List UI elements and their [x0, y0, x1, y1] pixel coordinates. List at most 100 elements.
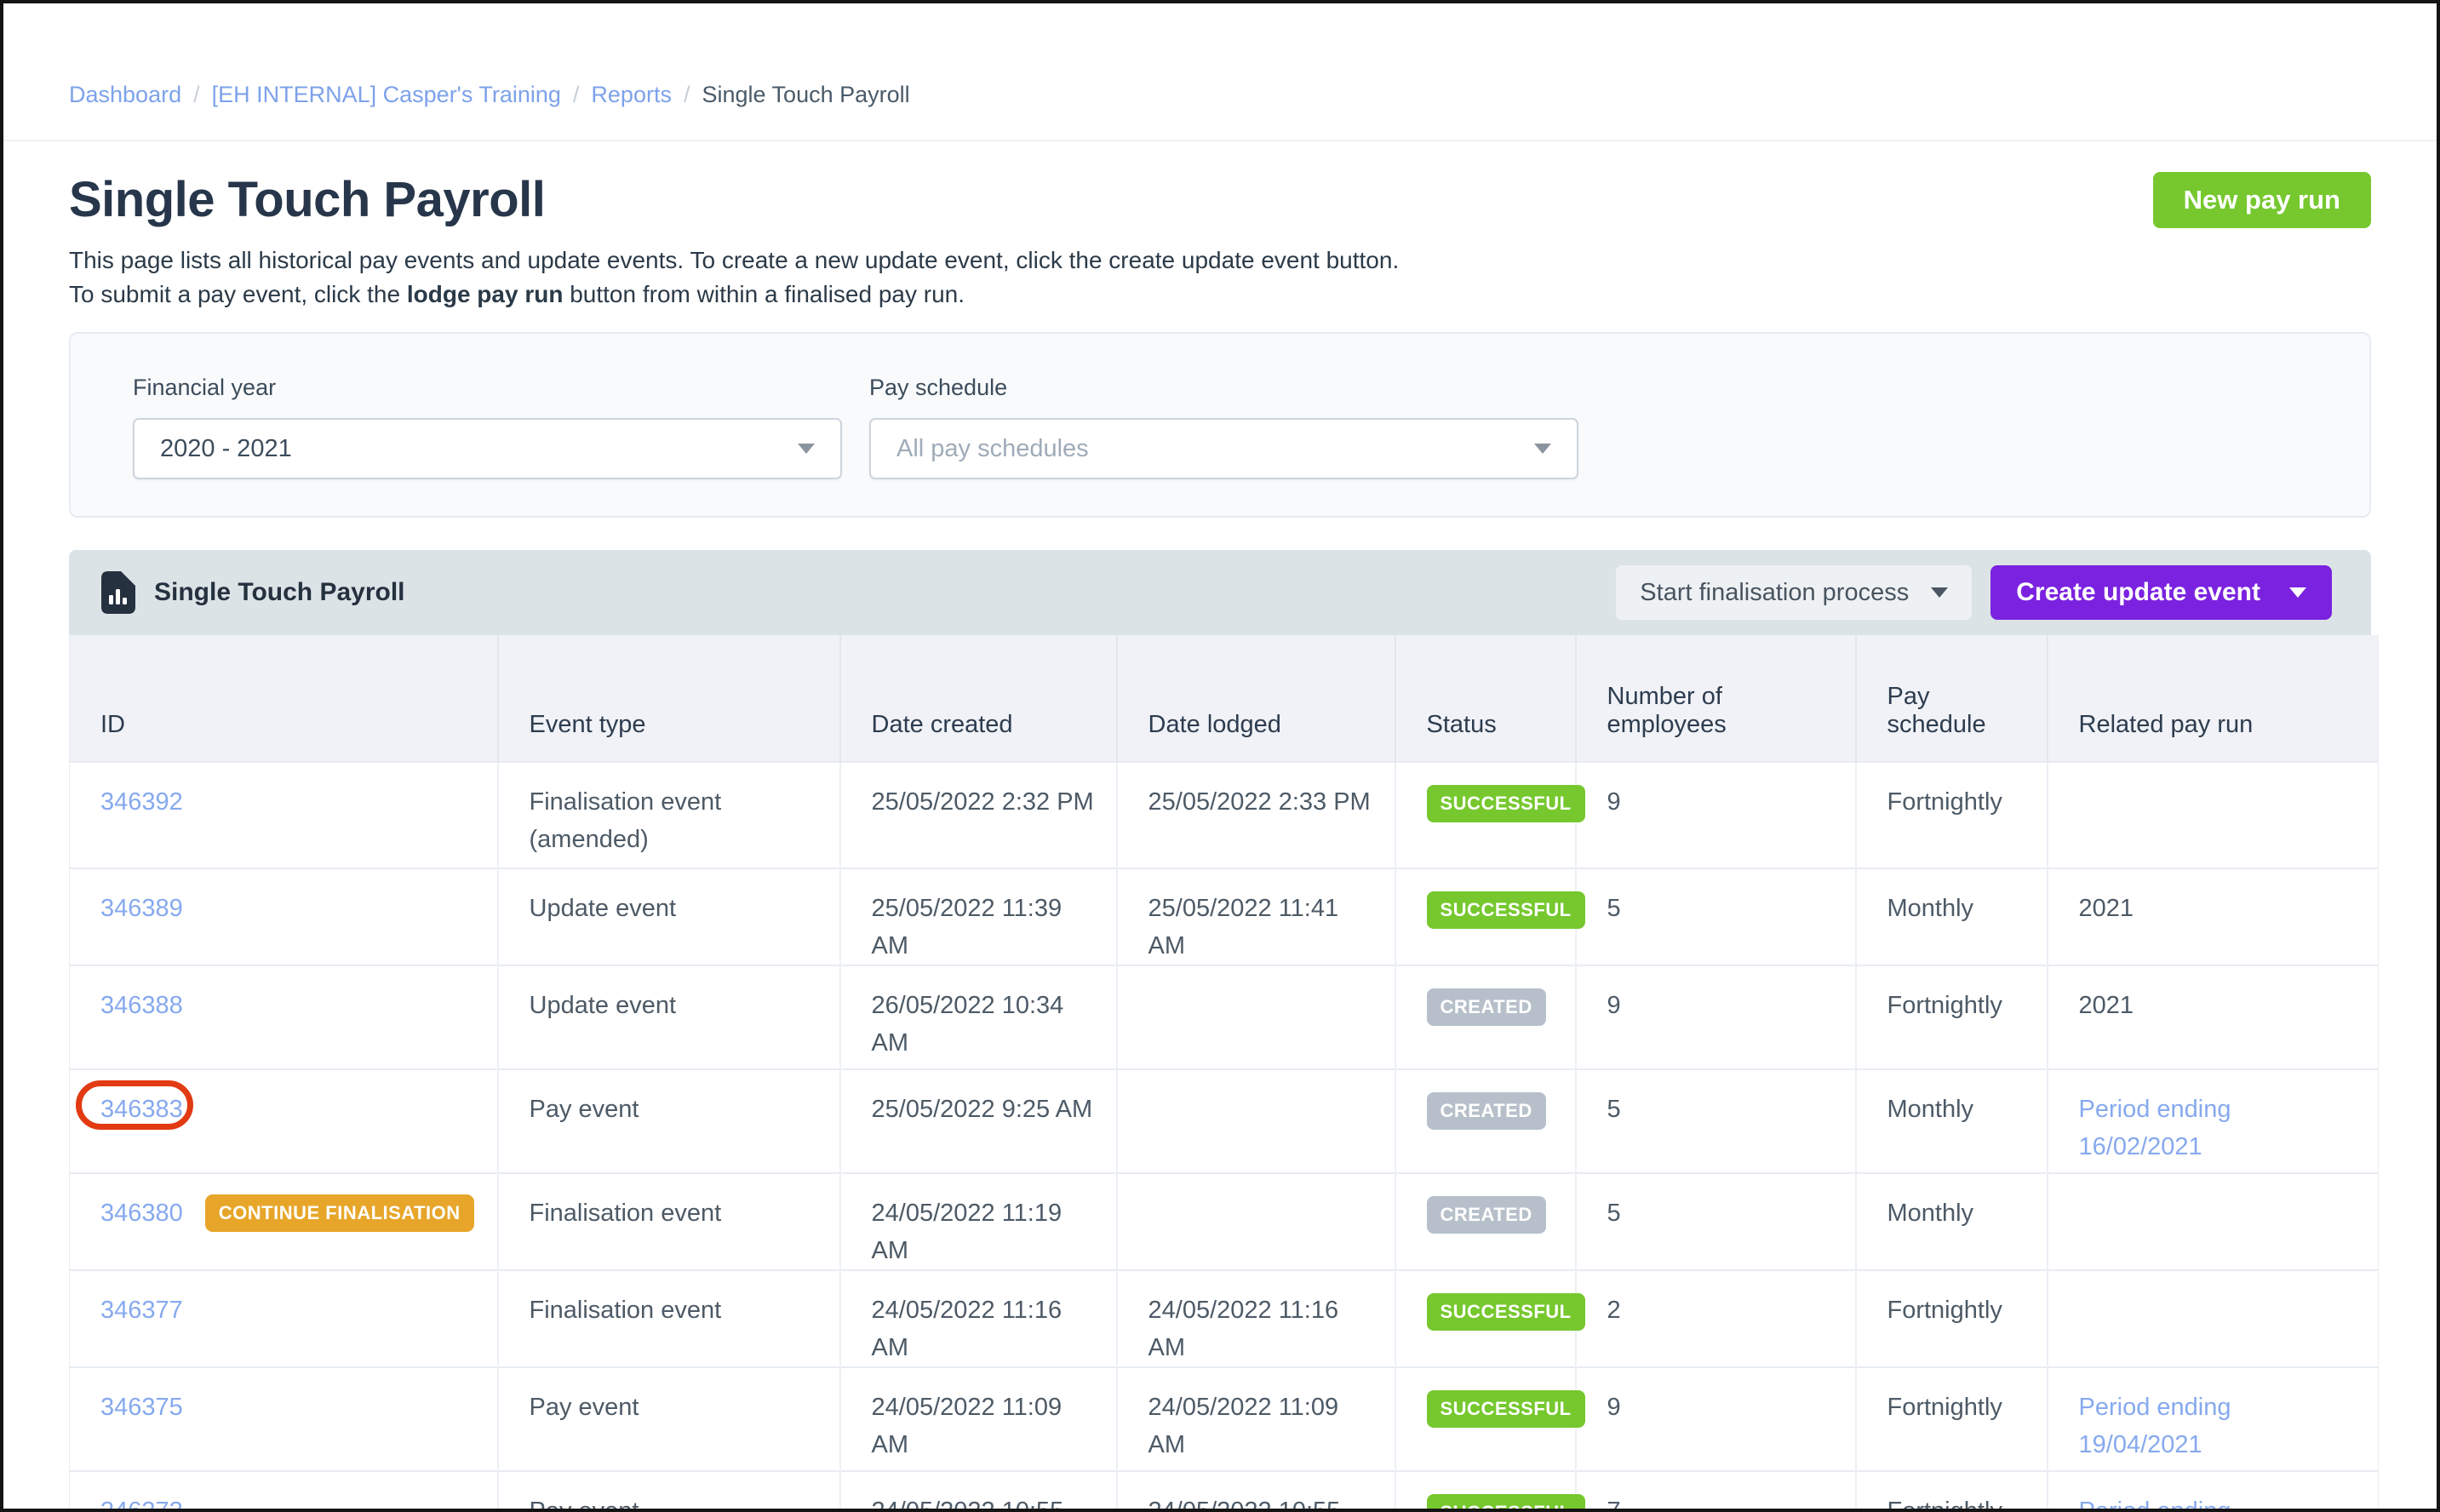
col-header-id: ID: [69, 635, 499, 763]
cell-related-pay-run: [2047, 1172, 2379, 1270]
report-document-icon: [101, 571, 135, 614]
cell-event-type: Pay event: [497, 1068, 841, 1173]
cell-date-created: 25/05/2022 2:32 PM: [839, 761, 1118, 868]
financial-year-label: Financial year: [133, 375, 277, 400]
cell-status: SUCCESSFUL: [1395, 761, 1585, 868]
cell-date-lodged: [1116, 1068, 1396, 1173]
cell-event-type: Finalisation event: [497, 1269, 841, 1367]
cell-status: SUCCESSFUL: [1395, 868, 1585, 965]
breadcrumb-separator: /: [683, 82, 690, 107]
col-header-related-pay-run: Related pay run: [2047, 635, 2379, 763]
cell-pay-schedule: Fortnightly: [1855, 761, 2048, 868]
financial-year-value: 2020 - 2021: [160, 434, 292, 462]
cell-related-pay-run: [2047, 1269, 2379, 1367]
cell-number-of-employees: 2: [1575, 1269, 1857, 1367]
breadcrumb-reports[interactable]: Reports: [591, 82, 672, 107]
cell-id: 346383: [69, 1068, 499, 1173]
panel-title: Single Touch Payroll: [154, 578, 405, 606]
cell-date-lodged: [1116, 1172, 1396, 1270]
pay-event-id-link[interactable]: 346388: [100, 992, 183, 1019]
status-badge: SUCCESSFUL: [1426, 1494, 1585, 1509]
breadcrumb-dashboard[interactable]: Dashboard: [69, 82, 182, 107]
new-pay-run-button[interactable]: New pay run: [2152, 172, 2371, 228]
cell-date-lodged: 24/05/2022 11:09 AM: [1116, 1366, 1396, 1471]
cell-date-created: 25/05/2022 11:39 AM: [839, 868, 1118, 965]
cell-pay-schedule: Monthly: [1855, 868, 2048, 965]
cell-number-of-employees: 5: [1575, 1068, 1857, 1173]
status-badge: SUCCESSFUL: [1426, 1390, 1585, 1428]
cell-related-pay-run: Period ending 16/02/2021: [2047, 1068, 2379, 1173]
cell-related-pay-run: Period ending 22/02/2021: [2047, 1470, 2379, 1512]
filters-panel: Financial year 2020 - 2021 Pay schedule …: [69, 332, 2371, 518]
breadcrumb-separator: /: [193, 82, 200, 107]
pay-schedule-label: Pay schedule: [869, 375, 1008, 400]
cell-number-of-employees: 5: [1575, 868, 1857, 965]
cell-related-pay-run: Period ending 19/04/2021: [2047, 1366, 2379, 1471]
cell-date-created: 25/05/2022 9:25 AM: [839, 1068, 1118, 1173]
table-body: 346392 Finalisation event (amended) 25/05/…: [69, 761, 2379, 1512]
cell-status: SUCCESSFUL: [1395, 1366, 1585, 1471]
chevron-down-icon: [1931, 587, 1949, 598]
cell-id: 346392: [69, 761, 499, 868]
status-badge: SUCCESSFUL: [1426, 891, 1585, 929]
cell-event-type: Pay event: [497, 1470, 841, 1509]
cell-status: CREATED: [1395, 1172, 1577, 1270]
col-header-status: Status: [1395, 635, 1577, 763]
cell-status: CREATED: [1395, 1068, 1577, 1173]
cell-pay-schedule: Fortnightly: [1855, 1269, 2048, 1367]
related-pay-run-text: 2021: [2078, 992, 2134, 1019]
description-line-1: This page lists all historical pay event…: [69, 247, 1400, 273]
status-badge: CREATED: [1426, 988, 1546, 1026]
table-row: 346377 Finalisation event 24/05/2022 11:16…: [69, 1269, 2379, 1367]
cell-date-lodged: 25/05/2022 2:33 PM: [1116, 761, 1396, 868]
cell-event-type: Finalisation event (amended): [497, 761, 841, 868]
cell-pay-schedule: Monthly: [1855, 1068, 2048, 1173]
related-pay-run-link[interactable]: Period ending 16/02/2021: [2078, 1096, 2231, 1160]
pay-event-id-link[interactable]: 346389: [100, 895, 183, 922]
table-row: 346375 Pay event 24/05/2022 11:09 AM 24/05/…: [69, 1366, 2379, 1471]
cell-event-type: Pay event: [497, 1366, 841, 1471]
col-header-pay-schedule: Pay schedule: [1855, 635, 2048, 763]
financial-year-select[interactable]: 2020 - 2021: [133, 418, 842, 479]
cell-pay-schedule: Fortnightly: [1855, 965, 2048, 1069]
annotation-circle: [76, 1080, 193, 1130]
create-update-event-button[interactable]: Create update event: [1990, 565, 2332, 620]
cell-number-of-employees: 7: [1575, 1470, 1857, 1509]
related-pay-run-link[interactable]: Period ending 22/02/2021: [2078, 1498, 2231, 1512]
pay-event-id-link[interactable]: 346375: [100, 1394, 183, 1421]
pay-event-id-link[interactable]: 346377: [100, 1297, 183, 1324]
chevron-down-icon: [2289, 587, 2306, 598]
cell-event-type: Finalisation event: [497, 1172, 841, 1270]
cell-number-of-employees: 9: [1575, 965, 1857, 1069]
breadcrumb-separator: /: [572, 82, 580, 107]
page-title: Single Touch Payroll: [69, 172, 546, 227]
pay-schedule-select[interactable]: All pay schedules: [869, 418, 1578, 479]
cell-event-type: Update event: [497, 868, 841, 965]
cell-pay-schedule: Monthly: [1855, 1172, 2048, 1270]
cell-id: 346388: [69, 965, 499, 1069]
start-finalisation-process-button[interactable]: Start finalisation process: [1616, 565, 1973, 620]
pay-schedule-placeholder: All pay schedules: [896, 434, 1089, 462]
cell-related-pay-run: 2021: [2047, 965, 2379, 1069]
page-description: This page lists all historical pay event…: [69, 243, 2371, 312]
pay-event-id-link[interactable]: 346380: [100, 1200, 183, 1227]
status-badge: SUCCESSFUL: [1426, 1293, 1585, 1331]
continue-finalisation-badge[interactable]: CONTINUE FINALISATION: [204, 1194, 474, 1232]
stp-events-panel: Single Touch Payroll Start finalisation …: [69, 550, 2379, 1509]
related-pay-run-link[interactable]: Period ending 19/04/2021: [2078, 1394, 2231, 1458]
col-header-date-lodged: Date lodged: [1116, 635, 1396, 763]
chevron-down-icon: [1534, 444, 1551, 454]
cell-date-created: 24/05/2022 10:55 AM: [839, 1470, 1118, 1509]
pay-event-id-link[interactable]: 346373: [100, 1498, 183, 1512]
related-pay-run-text: 2021: [2078, 895, 2134, 922]
cell-date-created: 24/05/2022 11:16 AM: [839, 1269, 1118, 1367]
table-row: 346388 Update event 26/05/2022 10:34 AM CRE…: [69, 965, 2379, 1069]
pay-event-id-link[interactable]: 346392: [100, 788, 183, 816]
cell-related-pay-run: [2047, 761, 2379, 868]
chevron-down-icon: [798, 444, 815, 454]
col-header-number-of-employees: Number of employees: [1575, 635, 1857, 763]
breadcrumb-organisation[interactable]: [EH INTERNAL] Casper's Training: [211, 82, 561, 107]
header-divider: [3, 140, 2437, 141]
cell-status: SUCCESSFUL: [1395, 1470, 1585, 1509]
table-row: 346380 CONTINUE FINALISATION Finalisation …: [69, 1172, 2379, 1270]
